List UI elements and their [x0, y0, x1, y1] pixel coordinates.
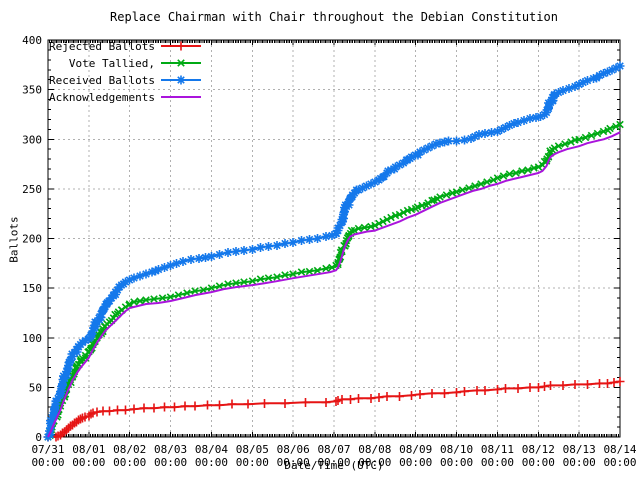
series-line: [48, 380, 621, 438]
x-tick-labels: 07/3100:0008/0100:0008/0200:0008/0300:00…: [31, 443, 636, 469]
x-tick-time: 00:00: [195, 456, 228, 469]
x-tick-time: 00:00: [522, 456, 555, 469]
x-tick-time: 00:00: [317, 456, 350, 469]
y-tick-label: 150: [22, 282, 42, 295]
y-tick-label: 400: [22, 34, 42, 47]
x-tick-date: 08/01: [72, 443, 105, 456]
x-tick-time: 00:00: [481, 456, 514, 469]
x-tick-date: 08/07: [317, 443, 350, 456]
legend-sample-marker: [176, 75, 186, 85]
y-tick-label: 200: [22, 233, 42, 246]
y-tick-label: 250: [22, 183, 42, 196]
x-tick-time: 00:00: [72, 456, 105, 469]
legend-label: Received Ballots: [49, 74, 155, 87]
x-tick-date: 08/08: [358, 443, 391, 456]
y-tick-label: 300: [22, 133, 42, 146]
x-tick-date: 08/12: [522, 443, 555, 456]
legend-sample-marker: [176, 41, 186, 51]
legend-label: Rejected Ballots: [49, 40, 155, 53]
x-tick-time: 00:00: [563, 456, 596, 469]
x-tick-date: 08/11: [481, 443, 514, 456]
y-tick-label: 350: [22, 84, 42, 97]
x-tick-date: 08/04: [195, 443, 228, 456]
x-tick-time: 00:00: [603, 456, 636, 469]
x-tick-date: 07/31: [31, 443, 64, 456]
plot-border: [47, 39, 621, 438]
x-tick-time: 00:00: [113, 456, 146, 469]
y-tick-label: 50: [29, 381, 42, 394]
x-tick-date: 08/06: [277, 443, 310, 456]
x-tick-date: 08/10: [440, 443, 473, 456]
x-tick-time: 00:00: [31, 456, 64, 469]
x-tick-time: 00:00: [236, 456, 269, 469]
y-tick-labels: 0 50 100 150 200 250 300 350 400: [22, 34, 42, 444]
legend-label: Vote Tallied,: [69, 57, 155, 70]
y-tick-label: 0: [35, 431, 42, 444]
y-tick-label: 100: [22, 332, 42, 345]
x-tick-time: 00:00: [277, 456, 310, 469]
x-tick-time: 00:00: [358, 456, 391, 469]
x-tick-date: 08/14: [603, 443, 636, 456]
x-tick-time: 00:00: [154, 456, 187, 469]
series-line: [47, 131, 621, 438]
x-tick-time: 00:00: [440, 456, 473, 469]
series-rejected-ballots: [43, 377, 625, 442]
x-tick-date: 08/09: [399, 443, 432, 456]
legend-label: Acknowledgements: [49, 91, 155, 104]
x-axis-label: Date/Time (UTC): [284, 459, 384, 472]
x-tick-date: 08/05: [236, 443, 269, 456]
x-tick-date: 08/03: [154, 443, 187, 456]
legend: Rejected Ballots Vote Tallied, Received Ba…: [49, 40, 201, 104]
series-acknowledgements: [47, 131, 621, 438]
x-tick-time: 00:00: [399, 456, 432, 469]
chart-title: Replace Chairman with Chair throughout t…: [110, 10, 558, 24]
x-tick-date: 08/02: [113, 443, 146, 456]
legend-sample-marker: [177, 59, 185, 67]
x-tick-date: 08/13: [563, 443, 596, 456]
